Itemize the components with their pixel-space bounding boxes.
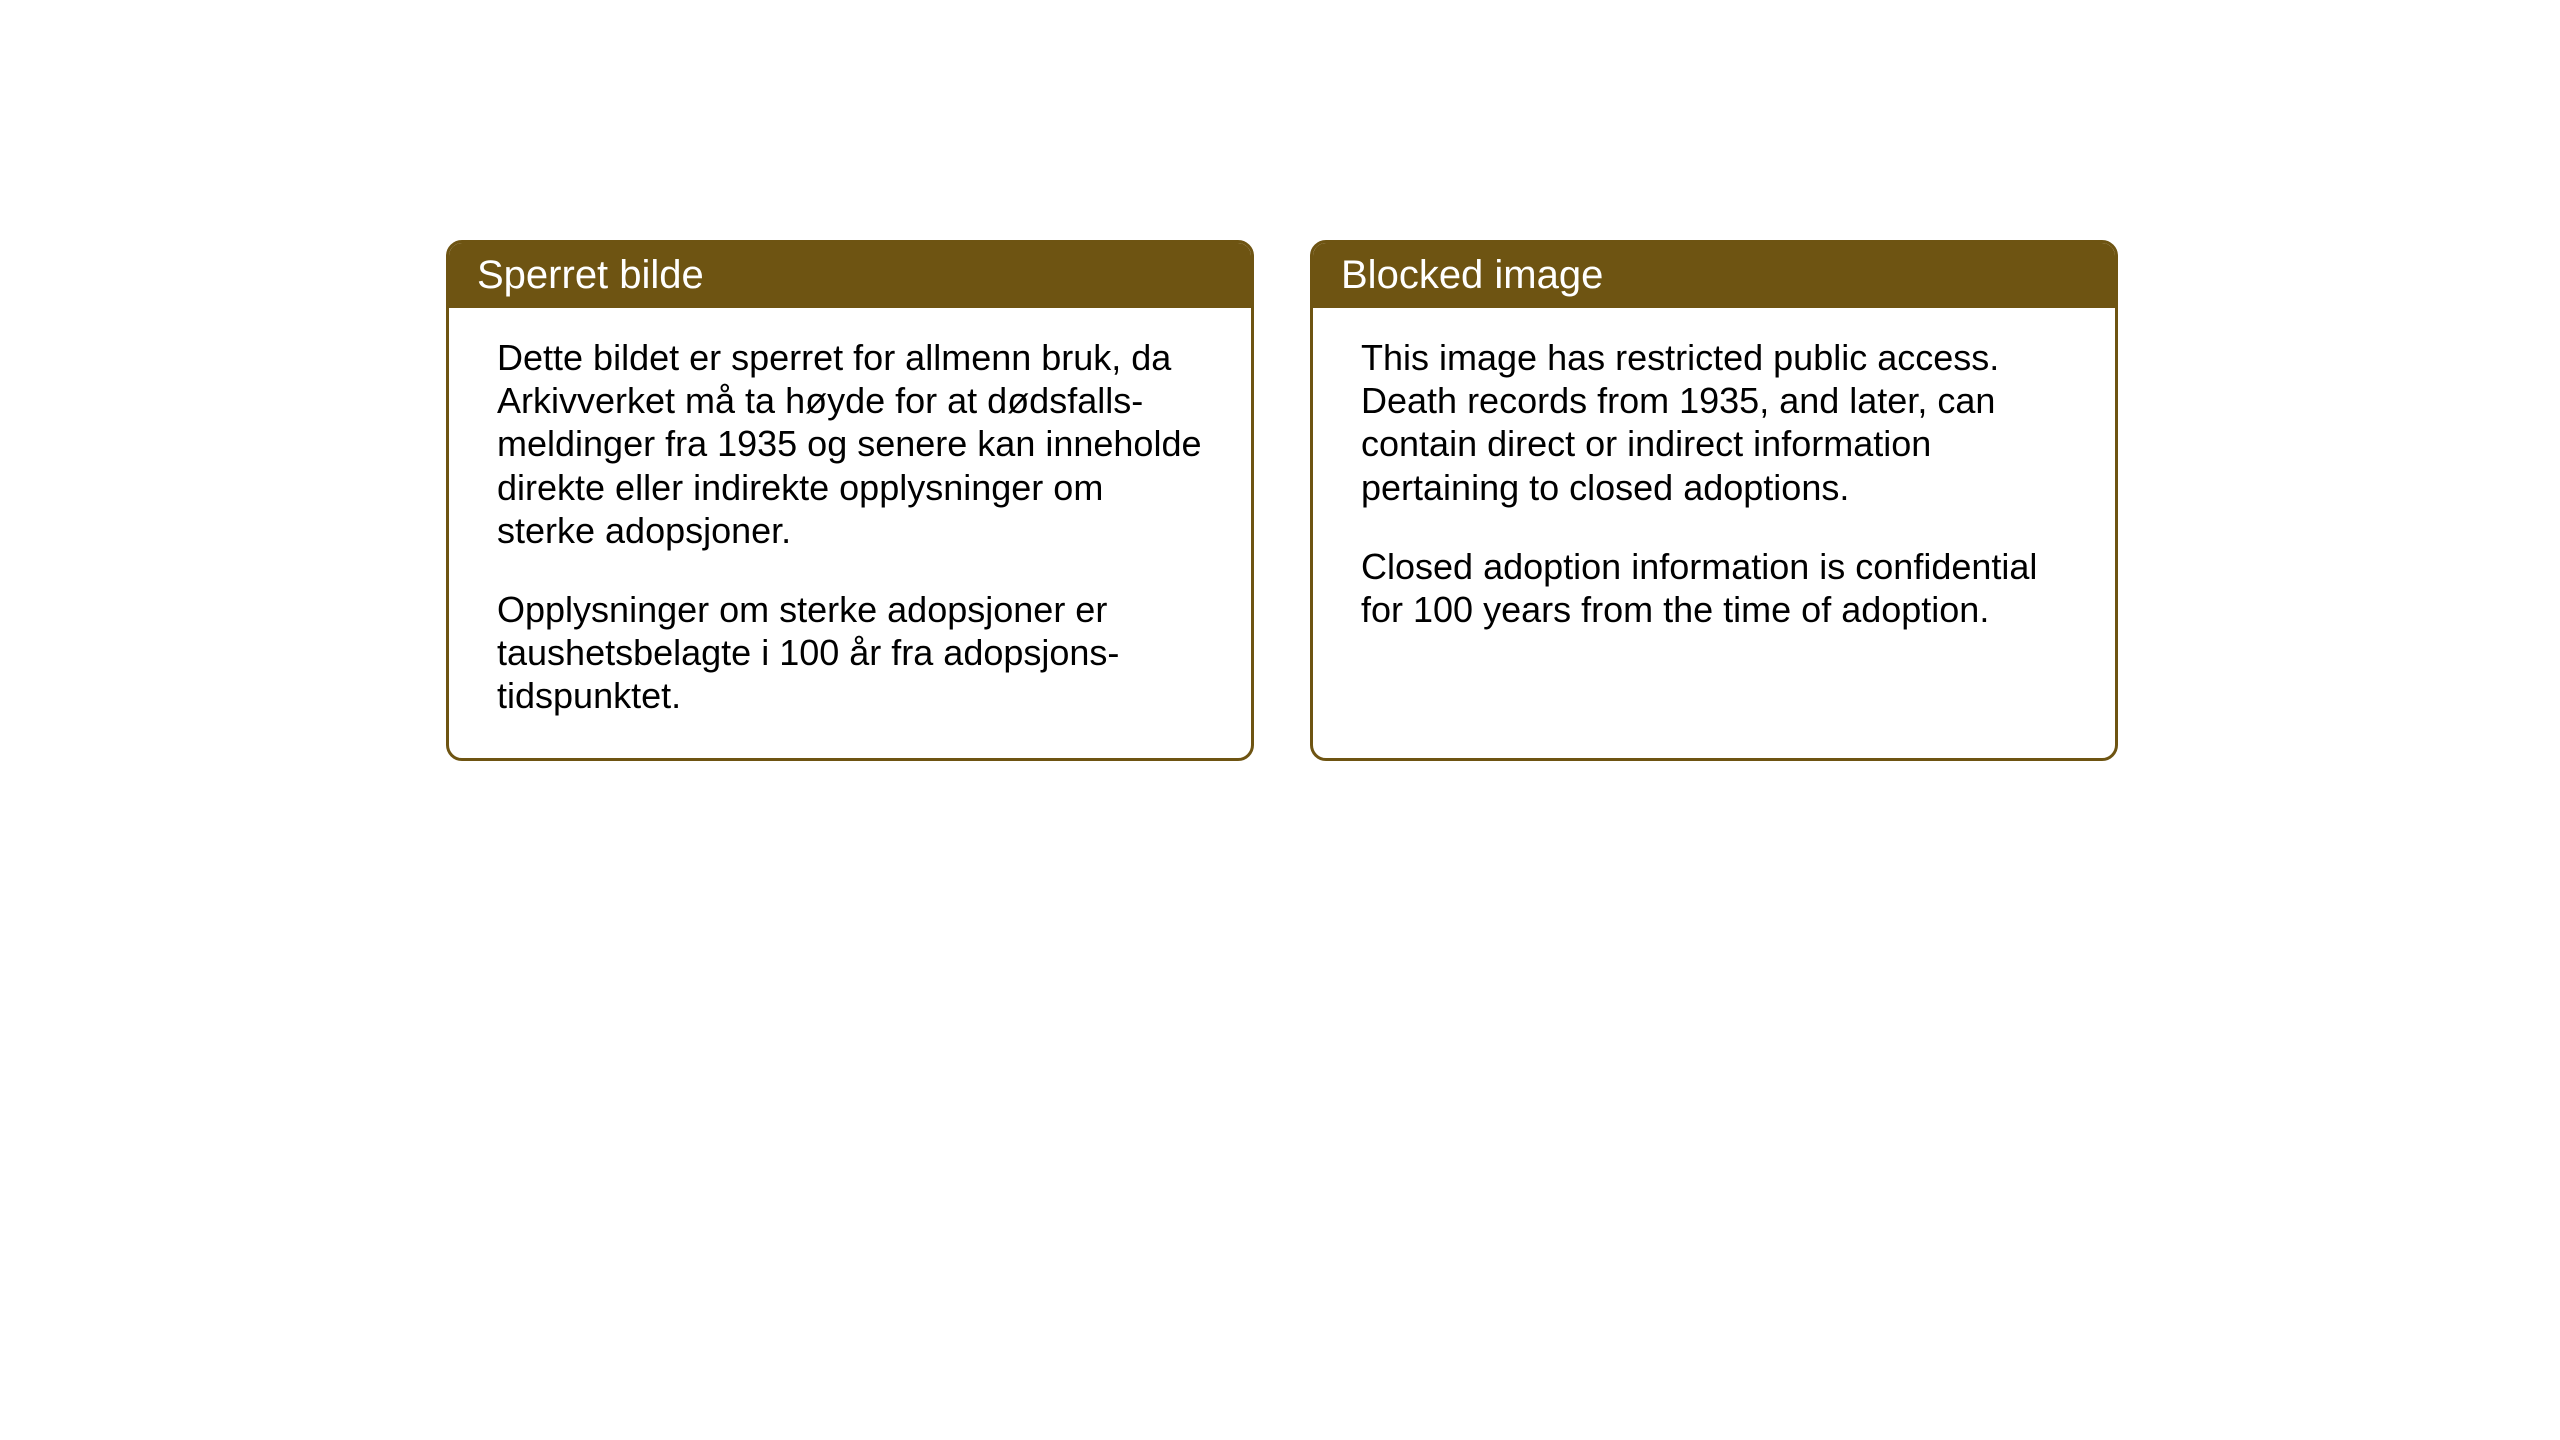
card-body-english: This image has restricted public access.…	[1313, 308, 2115, 750]
notice-container: Sperret bilde Dette bildet er sperret fo…	[446, 240, 2118, 761]
card-body-norwegian: Dette bildet er sperret for allmenn bruk…	[449, 308, 1251, 758]
card-title-norwegian: Sperret bilde	[477, 253, 704, 297]
paragraph-english-1: This image has restricted public access.…	[1361, 336, 2067, 509]
paragraph-english-2: Closed adoption information is confident…	[1361, 545, 2067, 631]
paragraph-norwegian-1: Dette bildet er sperret for allmenn bruk…	[497, 336, 1203, 552]
card-title-english: Blocked image	[1341, 253, 1603, 297]
card-header-norwegian: Sperret bilde	[449, 243, 1251, 308]
card-header-english: Blocked image	[1313, 243, 2115, 308]
notice-card-norwegian: Sperret bilde Dette bildet er sperret fo…	[446, 240, 1254, 761]
paragraph-norwegian-2: Opplysninger om sterke adopsjoner er tau…	[497, 588, 1203, 718]
notice-card-english: Blocked image This image has restricted …	[1310, 240, 2118, 761]
